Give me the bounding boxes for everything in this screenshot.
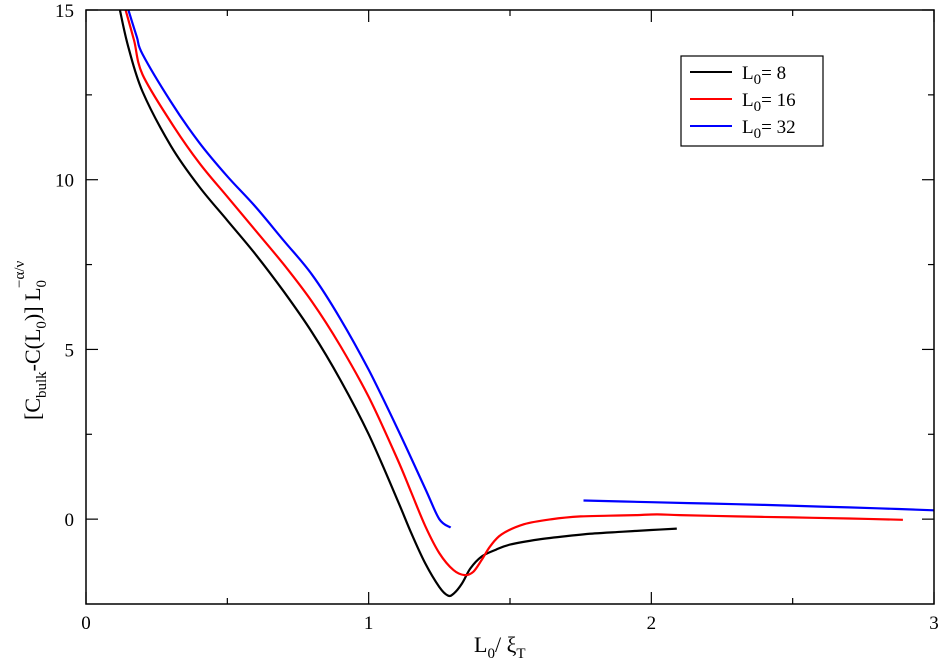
series-line [127,9,452,529]
series-line [124,9,903,577]
y-axis-title: [Cbulk-C(L0)] L0−α/ν [12,260,50,420]
series-layer [118,9,935,598]
legend: L0= 8 L0= 16 L0= 32 [680,55,824,147]
legend-entry: L0= 32 [690,117,796,142]
grid-ticks: 0 1 2 3 0 5 10 15 [55,1,939,634]
legend-label: L0= 32 [742,117,796,142]
x-tick-label: 1 [364,613,374,634]
legend-entry: L0= 8 [690,63,786,88]
x-tick-label: 2 [647,613,657,634]
legend-label: L0= 16 [742,90,796,115]
series-line [118,9,677,598]
y-tick-label: 5 [65,340,75,361]
x-axis-title: L0/ ξT [474,632,526,662]
y-tick-label: 0 [65,510,75,531]
series-line [583,499,935,512]
plot-frame [85,9,935,605]
legend-label: L0= 8 [742,63,786,88]
x-tick-label: 0 [81,613,91,634]
y-tick-label: 10 [55,171,74,192]
x-tick-label: 3 [929,613,939,634]
y-tick-label: 15 [55,1,74,22]
legend-entry: L0= 16 [690,90,796,115]
